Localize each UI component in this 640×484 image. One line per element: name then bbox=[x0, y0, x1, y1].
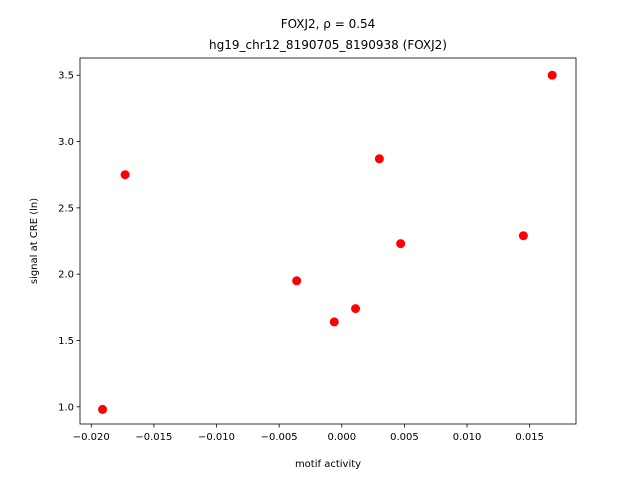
y-tick-label: 1.5 bbox=[58, 336, 74, 347]
point bbox=[351, 304, 361, 314]
x-axis-label: motif activity bbox=[295, 459, 361, 470]
y-tick-label: 2.0 bbox=[58, 270, 74, 281]
point bbox=[98, 404, 108, 414]
point bbox=[547, 70, 557, 80]
y-tick-label: 3.5 bbox=[58, 71, 74, 82]
x-tick-label: 0.000 bbox=[327, 432, 356, 443]
chart-title: FOXJ2, ρ = 0.54 bbox=[281, 17, 376, 31]
x-tick-label: −0.015 bbox=[135, 432, 172, 443]
y-tick-label: 3.0 bbox=[58, 137, 74, 148]
point bbox=[518, 231, 528, 241]
y-tick-label: 1.0 bbox=[58, 402, 74, 413]
point bbox=[396, 239, 406, 249]
chart-subtitle: hg19_chr12_8190705_8190938 (FOXJ2) bbox=[209, 38, 447, 52]
x-tick-label: −0.005 bbox=[261, 432, 298, 443]
point bbox=[329, 317, 339, 327]
y-tick-label: 2.5 bbox=[58, 203, 74, 214]
point bbox=[374, 154, 384, 164]
x-tick-label: 0.015 bbox=[515, 432, 544, 443]
x-tick-label: −0.010 bbox=[198, 432, 235, 443]
x-tick-label: −0.020 bbox=[73, 432, 110, 443]
point bbox=[292, 276, 302, 286]
x-tick-label: 0.010 bbox=[453, 432, 482, 443]
plot-frame bbox=[79, 57, 577, 425]
x-tick-label: 0.005 bbox=[390, 432, 419, 443]
y-axis-label: signal at CRE (ln) bbox=[29, 198, 40, 284]
point bbox=[120, 170, 130, 180]
